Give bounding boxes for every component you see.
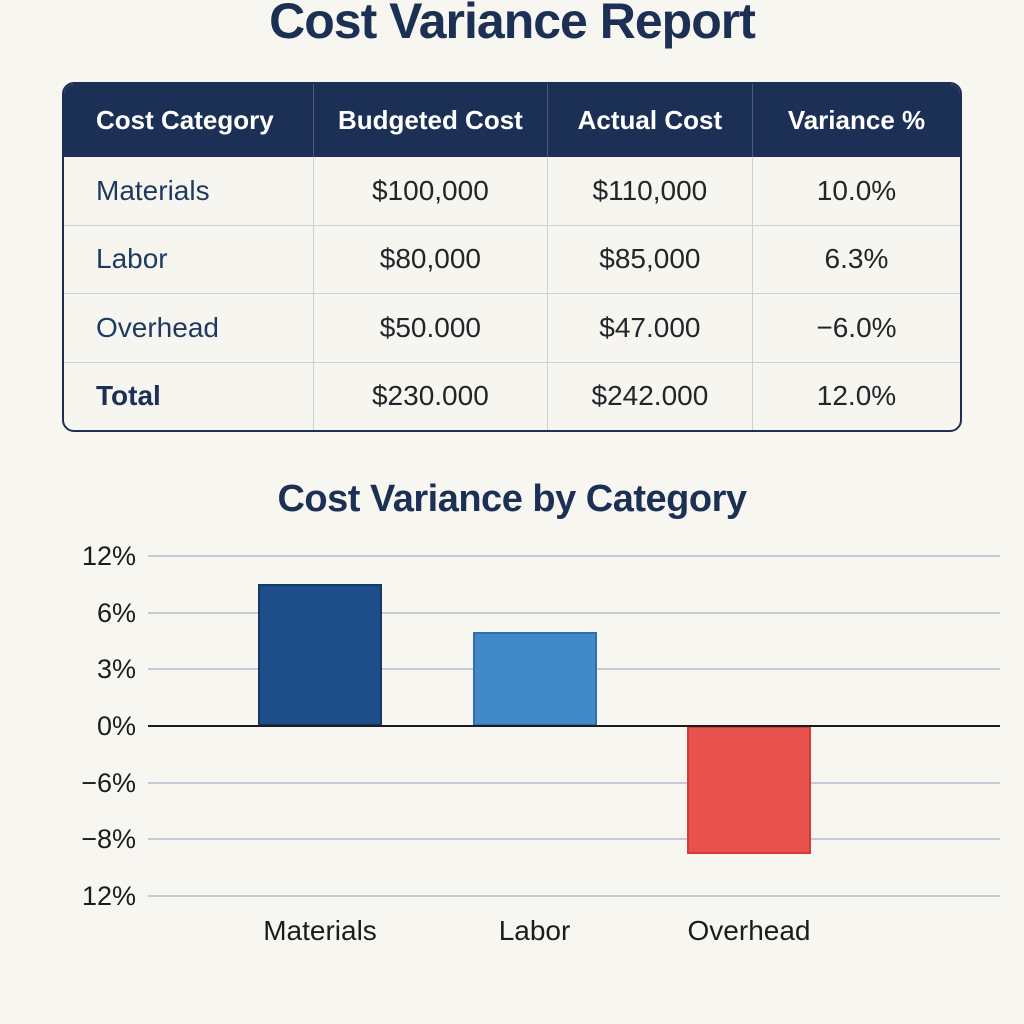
cell-category: Materials: [64, 157, 314, 225]
column-header: Cost Category: [64, 84, 314, 157]
bar-materials: [258, 584, 382, 726]
y-axis-tick-label: 6%: [96, 597, 136, 628]
table-header-row: Cost Category Budgeted Cost Actual Cost Var…: [64, 84, 960, 157]
column-header: Actual Cost: [548, 84, 753, 157]
cell-category: Overhead: [64, 294, 314, 362]
gridline: [148, 895, 1000, 897]
cost-variance-table: Cost Category Budgeted Cost Actual Cost Var…: [62, 82, 962, 432]
cell-budgeted: $230.000: [314, 362, 548, 430]
cell-variance: −6.0%: [816, 311, 897, 343]
cell-budgeted: $80,000: [314, 225, 548, 293]
gridline: [148, 555, 1000, 557]
cell-budgeted: $50.000: [314, 294, 548, 362]
column-header: Budgeted Cost: [314, 84, 548, 157]
chart-title: Cost Variance by Category: [277, 478, 747, 520]
bar-chart: 12% 6% 3% 0% −6% −8% 12% Materials Labor Overhead: [0, 530, 1024, 980]
cell-actual: $85,000: [548, 225, 753, 293]
x-axis-label: Labor: [498, 915, 571, 946]
cell-actual: $110,000: [548, 157, 753, 225]
table-body: Materials $100,000 $110,000 10.0% Labor $80,0…: [64, 157, 960, 430]
table-row: Labor $80,000 $85,000 6.3%: [64, 224, 960, 293]
x-axis-label: Materials: [263, 915, 377, 946]
cell-category: Total: [64, 362, 314, 430]
y-axis-tick-label: 12%: [81, 881, 136, 911]
gridline: [148, 611, 1000, 614]
cell-variance: 10.0%: [816, 174, 897, 206]
cell-actual: $47.000: [548, 294, 753, 362]
table-row: Overhead $50.000 $47.000 −6.0%: [64, 293, 960, 362]
cell-budgeted: $100,000: [314, 157, 548, 225]
y-axis-tick-label: −8%: [81, 824, 136, 855]
cell-variance: 6.3%: [824, 243, 889, 275]
column-header: Variance %: [787, 105, 926, 135]
cell-actual: $242.000: [548, 362, 753, 430]
x-axis-label: Overhead: [687, 915, 811, 946]
zero-line: [148, 725, 1000, 727]
gridline: [148, 838, 1000, 841]
page-title: Cost Variance Report: [269, 0, 756, 49]
plot-area: [148, 555, 1000, 897]
y-axis-tick-label: −6%: [81, 767, 136, 798]
table-row: Total $230.000 $242.000 12.0%: [64, 361, 960, 430]
gridline: [148, 781, 1000, 784]
table-row: Materials $100,000 $110,000 10.0%: [64, 157, 960, 225]
y-axis-tick-label: 0%: [96, 711, 136, 741]
y-axis-tick-label: 3%: [96, 654, 136, 685]
bar-overhead: [687, 726, 811, 854]
cell-category: Labor: [64, 225, 314, 293]
cell-variance: 12.0%: [816, 380, 897, 412]
bar-labor: [472, 631, 597, 726]
y-axis-tick-label: 12%: [81, 541, 136, 571]
